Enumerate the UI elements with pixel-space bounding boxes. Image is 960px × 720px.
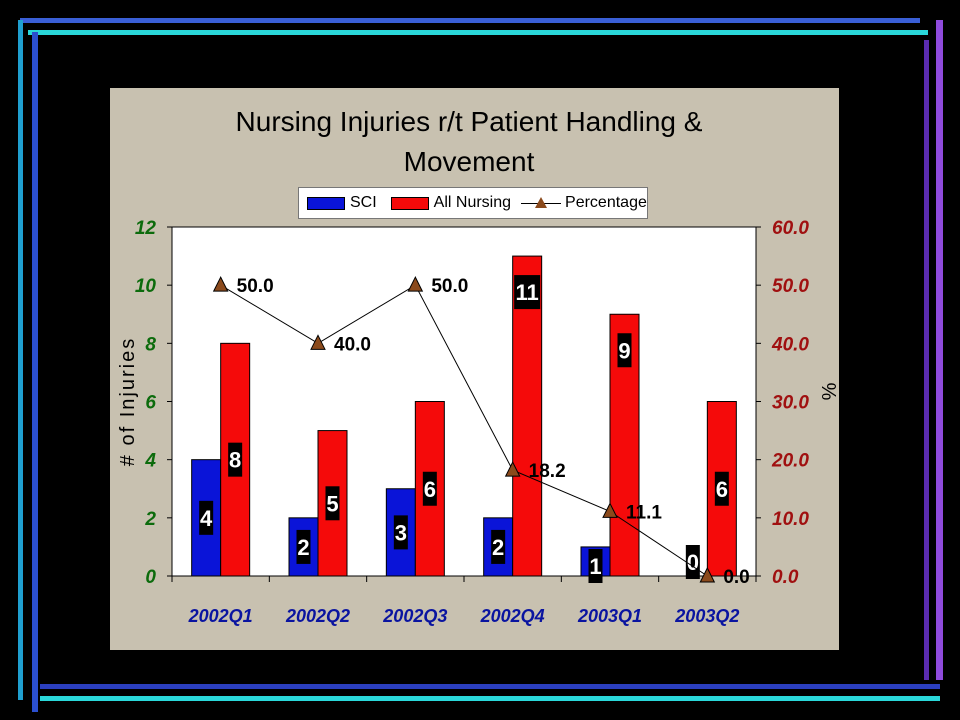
percentage-label: 50.0 [237,276,274,297]
x-tick-label: 2003Q1 [577,606,642,626]
data-label: 2 [297,535,309,560]
data-label-box [617,333,632,368]
data-label: 5 [326,491,338,516]
data-label: 6 [424,477,436,502]
legend-label-percentage: Percentage [565,194,647,211]
data-label-box [714,471,729,506]
frame-bar-bottom-blue [40,684,940,689]
frame-bar-right-purple [936,20,943,680]
legend-label-all-nursing: All Nursing [433,194,512,211]
y-tick-label: 2 [144,509,156,530]
percentage-label: 50.0 [431,276,468,297]
data-label: 4 [200,506,213,531]
data-label: 8 [229,448,241,473]
y-right-tick-label: 60.0 [772,218,809,239]
frame-bar-top-cyan [20,18,920,23]
frame-bar-right-purple-2 [924,40,929,680]
legend-item-sci: SCI [307,194,377,212]
y-right-axis-title: % [819,382,839,400]
percentage-marker [602,502,618,518]
percentage-label: 40.0 [334,334,371,355]
percentage-marker [504,461,521,477]
data-label: 9 [618,338,630,363]
data-label-box [422,471,437,506]
x-tick-label: 2002Q1 [188,606,253,626]
y-tick-label: 8 [145,334,156,355]
data-label-box [228,442,243,477]
y-right-tick-label: 10.0 [772,509,809,530]
data-label: 3 [395,520,407,545]
data-label: 0 [687,550,699,575]
data-label-box [199,500,214,535]
legend-item-all-nursing: All Nursing [390,194,512,212]
frame-bar-left-blue [32,32,38,712]
y-right-tick-label: 30.0 [772,393,809,414]
data-label-box [296,529,311,564]
plot-area [171,226,757,577]
y-right-tick-label: 0.0 [772,567,799,588]
percentage-line [220,284,708,577]
data-label: 6 [716,477,728,502]
legend-label-sci: SCI [350,194,377,211]
data-label-box [491,529,506,564]
x-tick-label: 2002Q2 [285,606,350,626]
legend-swatch-sci [307,196,345,210]
y-axis-title: # of Injuries [117,337,139,466]
legend: SCI All Nursing Percentage [298,187,648,219]
legend-item-percentage: Percentage [521,194,647,212]
y-tick-label: 6 [145,393,156,414]
bar-all-nursing [512,255,543,577]
data-label: 11 [516,280,539,305]
data-label-box [514,275,541,310]
percentage-marker [407,276,424,292]
x-tick-label: 2002Q4 [480,606,545,626]
data-label: 2 [492,535,504,560]
legend-marker-percentage [521,196,562,210]
y-right-tick-label: 50.0 [772,276,809,297]
x-tick-label: 2003Q2 [674,606,739,626]
frame-bar-left-cyan [18,20,23,700]
data-label-box [325,486,340,521]
y-right-tick-label: 40.0 [771,334,809,355]
percentage-label: 18.2 [529,461,566,482]
chart-title-line-1: Nursing Injuries r/t Patient Handling & [235,106,703,137]
data-label-box [588,549,603,583]
y-tick-label: 12 [135,218,157,239]
y-right-tick-label: 20.0 [771,451,809,472]
y-tick-label: 0 [145,567,156,588]
y-tick-label: 4 [144,451,156,472]
data-label-box [685,545,700,579]
chart-panel: Nursing Injuries r/t Patient Handling & … [110,88,839,650]
legend-swatch-all-nursing [390,196,429,210]
percentage-marker [699,566,716,583]
chart-title-line-2: Movement [403,146,535,177]
percentage-label: 11.1 [626,502,662,523]
percentage-marker [310,334,326,350]
x-tick-label: 2002Q3 [382,606,447,626]
percentage-marker [212,276,229,292]
data-label: 1 [589,554,601,579]
data-label-box [393,515,408,550]
frame-bar-bottom-cyan [40,696,940,701]
frame-bar-top-cyan-2 [28,30,928,35]
percentage-label: 0.0 [723,567,749,588]
y-tick-label: 10 [135,276,157,297]
